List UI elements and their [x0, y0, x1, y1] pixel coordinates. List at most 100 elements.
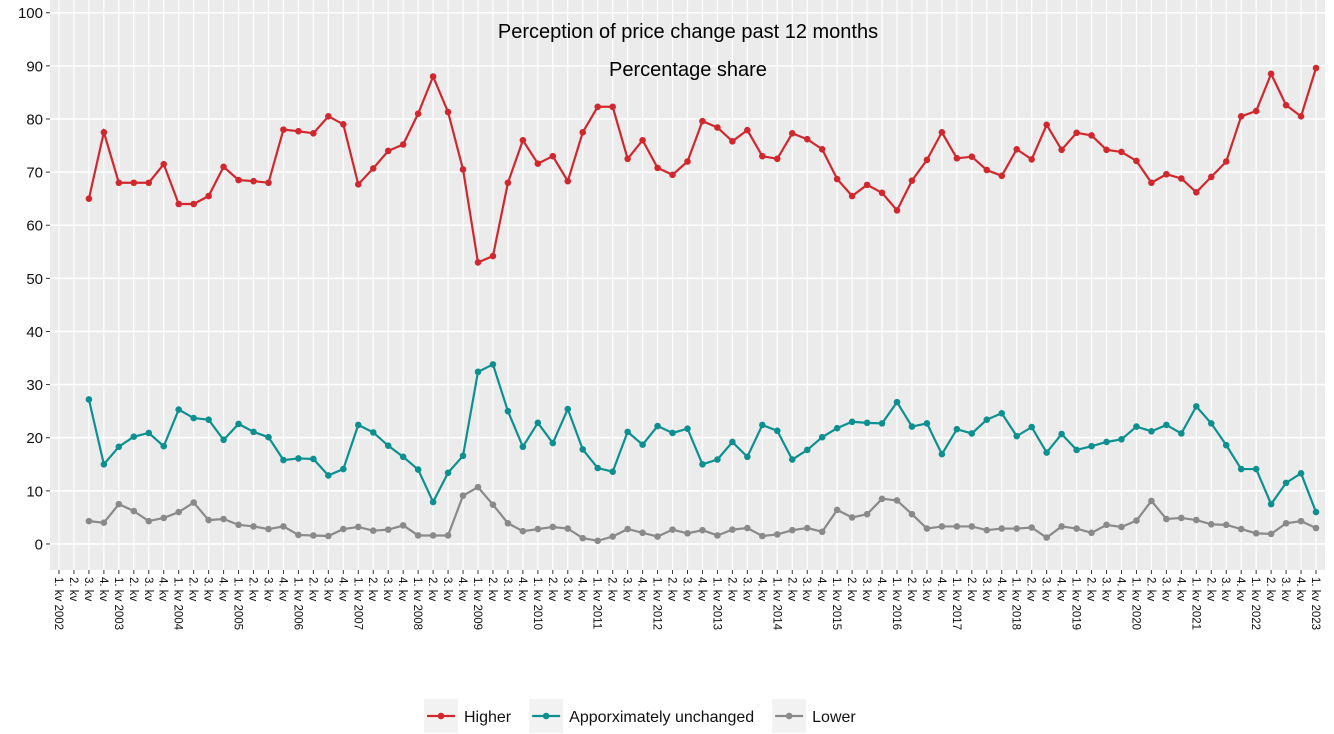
- data-point: [1103, 521, 1110, 529]
- data-point: [1297, 470, 1305, 477]
- data-point: [983, 166, 991, 174]
- data-point: [1282, 101, 1290, 109]
- data-point: [953, 523, 961, 530]
- x-tick-label: 4. kv: [755, 577, 767, 602]
- data-point: [444, 532, 452, 539]
- data-point: [908, 177, 916, 184]
- legend: Higher Apporximately unchanged Lower: [424, 699, 856, 733]
- data-point: [235, 420, 242, 428]
- y-tick-label: 20: [26, 430, 43, 447]
- data-point: [848, 514, 856, 521]
- data-point: [295, 127, 302, 135]
- data-point: [429, 532, 437, 539]
- data-point: [429, 498, 437, 506]
- x-tick-label: 4. kv: [1114, 577, 1126, 602]
- data-point: [669, 429, 676, 437]
- data-point: [1118, 523, 1125, 531]
- data-point: [1133, 517, 1140, 524]
- data-point: [983, 526, 991, 534]
- data-point: [803, 446, 811, 454]
- x-tick-label: 2. kv: [725, 577, 737, 602]
- data-point: [953, 155, 961, 162]
- data-point: [504, 519, 512, 527]
- data-point: [923, 525, 931, 532]
- data-point: [130, 507, 138, 515]
- data-point: [1133, 157, 1140, 165]
- x-tick-label: 2. kv: [606, 577, 618, 602]
- x-tick-label: 1. kv 2003: [112, 577, 124, 630]
- data-point: [654, 164, 661, 172]
- legend-item: Higher: [424, 699, 512, 733]
- data-point: [265, 433, 272, 441]
- data-point: [684, 158, 691, 165]
- data-point: [115, 443, 123, 451]
- data-point: [1013, 432, 1021, 440]
- x-tick-label: 2. kv: [366, 577, 378, 602]
- data-point: [983, 416, 991, 423]
- x-tick-label: 4. kv: [695, 577, 707, 602]
- data-point: [280, 523, 287, 530]
- data-point: [265, 525, 272, 533]
- x-tick-label: 2. kv: [905, 577, 917, 602]
- legend-label: Lower: [812, 709, 856, 726]
- data-point: [609, 533, 616, 540]
- x-tick-label: 4. kv: [1234, 577, 1246, 602]
- x-tick-label: 4. kv: [396, 577, 408, 602]
- x-tick-label: 4. kv: [1174, 577, 1186, 602]
- data-point: [519, 136, 527, 144]
- data-point: [1282, 519, 1290, 527]
- x-tick-label: 3. kv: [740, 577, 752, 602]
- data-point: [699, 526, 706, 534]
- x-tick-label: 4. kv: [217, 577, 229, 602]
- data-point: [354, 523, 362, 531]
- data-point: [594, 537, 602, 545]
- x-tick-label: 4. kv: [576, 577, 588, 602]
- data-point: [474, 259, 482, 266]
- data-point: [893, 497, 901, 504]
- data-point: [788, 526, 796, 534]
- data-point: [609, 468, 616, 476]
- data-point: [175, 508, 182, 516]
- data-point: [130, 433, 138, 440]
- data-point: [280, 126, 287, 133]
- data-point: [235, 176, 242, 184]
- data-point: [85, 195, 93, 202]
- x-tick-label: 3. kv: [860, 577, 872, 602]
- data-point: [190, 414, 197, 422]
- data-point: [863, 510, 871, 518]
- legend-item: Lower: [772, 699, 856, 733]
- x-tick-label: 2. kv: [187, 577, 199, 602]
- data-point: [265, 179, 272, 187]
- x-tick-label: 2. kv: [1085, 577, 1097, 602]
- data-point: [175, 406, 182, 413]
- data-point: [594, 103, 602, 111]
- legend-item: Apporximately unchanged: [529, 699, 754, 733]
- data-point: [384, 526, 392, 533]
- data-point: [340, 465, 347, 473]
- data-point: [474, 368, 482, 376]
- data-point: [744, 524, 751, 532]
- data-point: [354, 421, 362, 429]
- data-point: [145, 179, 153, 187]
- data-point: [1163, 515, 1170, 523]
- data-point: [1103, 438, 1110, 446]
- x-tick-label: 1. kv 2014: [770, 577, 782, 631]
- x-tick-label: 1. kv 2013: [710, 577, 722, 630]
- data-point: [848, 192, 856, 200]
- data-point: [714, 532, 721, 539]
- data-point: [968, 430, 976, 437]
- data-point: [1222, 158, 1230, 165]
- x-tick-label: 3. kv: [1040, 577, 1052, 602]
- x-tick-label: 4. kv: [815, 577, 827, 602]
- data-point: [130, 179, 138, 187]
- x-tick-label: 2. kv: [67, 577, 79, 602]
- data-point: [833, 175, 841, 183]
- data-point: [280, 456, 287, 464]
- x-tick-label: 3. kv: [202, 577, 214, 602]
- data-point: [295, 455, 302, 462]
- data-point: [773, 427, 781, 435]
- y-tick-label: 70: [26, 165, 43, 182]
- data-point: [384, 442, 392, 449]
- x-tick-label: 1. kv 2011: [591, 577, 603, 629]
- data-point: [744, 453, 751, 461]
